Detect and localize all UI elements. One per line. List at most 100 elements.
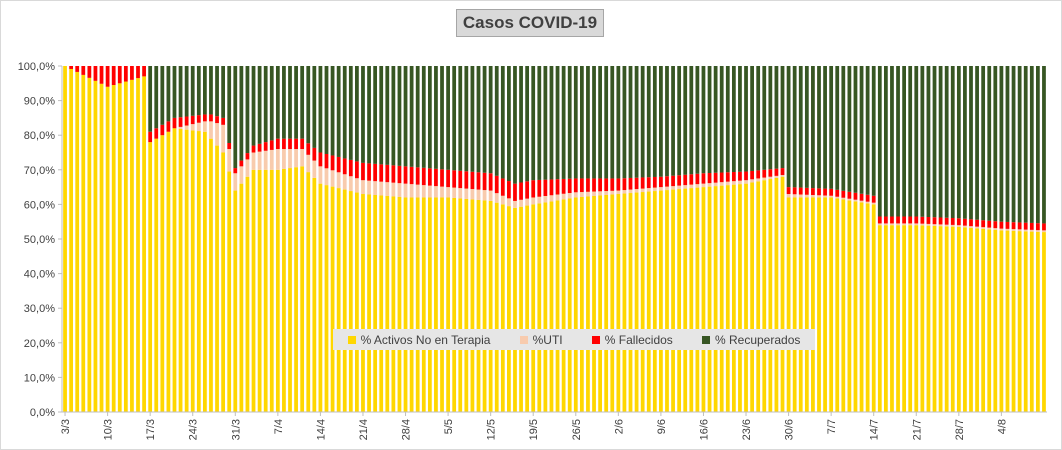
- bar-segment-recuperados: [853, 66, 858, 193]
- bar-segment-uti: [659, 187, 663, 191]
- bar-segment-activos: [792, 197, 797, 412]
- bar-segment-fallecidos: [263, 142, 268, 151]
- bar-segment-activos: [610, 194, 615, 412]
- bar-segment-activos: [178, 128, 183, 412]
- x-tick-label: 4/8: [996, 419, 1008, 434]
- bar-segment-recuperados: [385, 66, 390, 165]
- bar-segment-recuperados: [890, 66, 894, 217]
- bar-segment-fallecidos: [300, 138, 305, 150]
- bar-segment-fallecidos: [896, 216, 900, 224]
- bar-segment-activos: [87, 77, 92, 413]
- bar-segment-recuperados: [1023, 66, 1028, 223]
- bar-segment-activos: [944, 226, 949, 412]
- bar-segment-uti: [780, 174, 785, 177]
- bar-segment-recuperados: [902, 66, 906, 217]
- bar-segment-fallecidos: [513, 183, 517, 201]
- bar-segment-activos: [762, 180, 767, 412]
- bar-segment-activos: [142, 76, 146, 412]
- bar-segment-uti: [817, 195, 821, 198]
- bar-segment-activos: [336, 188, 341, 412]
- bar-segment-uti: [239, 166, 244, 184]
- bar-segment-fallecidos: [117, 66, 122, 84]
- bar-segment-fallecidos: [525, 181, 530, 199]
- bar-segment-fallecidos: [1035, 223, 1040, 231]
- bar-segment-recuperados: [798, 66, 803, 188]
- bar-segment-recuperados: [573, 66, 578, 179]
- bar-segment-activos: [963, 227, 967, 412]
- bar-segment-uti: [507, 198, 511, 207]
- bar-segment-uti: [683, 185, 688, 189]
- bar-segment-fallecidos: [190, 115, 195, 125]
- bar-segment-uti: [640, 188, 645, 193]
- bar-segment-activos: [738, 184, 742, 412]
- bar-segment-recuperados: [792, 66, 797, 188]
- bar-segment-uti: [993, 228, 998, 230]
- bar-segment-activos: [883, 225, 888, 412]
- bar-segment-uti: [361, 180, 365, 195]
- bar-segment-uti: [914, 223, 919, 226]
- bar-segment-uti: [634, 189, 639, 193]
- bar-segment-recuperados: [330, 66, 335, 156]
- bar-segment-activos: [731, 184, 736, 412]
- x-tick-label: 16/6: [699, 419, 711, 440]
- bar-segment-recuperados: [464, 66, 469, 172]
- bar-segment-fallecidos: [379, 164, 384, 182]
- bar-segment-activos: [877, 225, 882, 412]
- bar-segment-uti: [847, 198, 852, 201]
- bar-segment-fallecidos: [1011, 222, 1016, 230]
- bar-segment-activos: [233, 190, 238, 412]
- bar-segment-recuperados: [1029, 66, 1034, 223]
- bar-segment-activos: [294, 167, 298, 412]
- bar-segment-fallecidos: [312, 147, 317, 161]
- bar-segment-uti: [434, 186, 438, 198]
- bar-segment-activos: [209, 138, 213, 412]
- bar-segment-activos: [823, 197, 827, 412]
- bar-segment-recuperados: [579, 66, 584, 179]
- bar-segment-fallecidos: [136, 66, 140, 79]
- bar-segment-recuperados: [586, 66, 590, 179]
- bar-segment-uti: [811, 195, 815, 198]
- bar-segment-recuperados: [561, 66, 566, 179]
- bar-segment-recuperados: [823, 66, 827, 189]
- bar-segment-fallecidos: [987, 220, 992, 228]
- bar-segment-fallecidos: [69, 66, 74, 69]
- bar-segment-fallecidos: [579, 178, 584, 193]
- bar-segment-recuperados: [981, 66, 986, 221]
- bar-segment-recuperados: [969, 66, 973, 220]
- bar-segment-activos: [622, 193, 627, 412]
- chart-legend: % Activos No en Terapia %UTI % Fallecido…: [333, 329, 815, 350]
- bar-segment-recuperados: [768, 66, 773, 170]
- bar-segment-recuperados: [750, 66, 754, 171]
- bar-segment-recuperados: [367, 66, 371, 164]
- bar-segment-fallecidos: [549, 179, 554, 196]
- bar-segment-uti: [756, 178, 761, 182]
- bar-segment-fallecidos: [719, 172, 724, 183]
- bar-segment-uti: [476, 189, 481, 200]
- bar-segment-uti: [877, 223, 882, 226]
- bar-segment-fallecidos: [519, 182, 523, 200]
- bar-segment-uti: [579, 192, 584, 197]
- legend-label-uti: %UTI: [532, 332, 563, 347]
- bar-segment-fallecidos: [166, 121, 171, 132]
- bar-segment-activos: [391, 196, 396, 412]
- bar-segment-recuperados: [671, 66, 675, 176]
- bar-segment-recuperados: [762, 66, 767, 170]
- bar-segment-recuperados: [543, 66, 548, 180]
- bar-segment-fallecidos: [531, 180, 536, 198]
- bar-segment-uti: [209, 121, 213, 139]
- bar-segment-activos: [561, 199, 566, 412]
- bar-segment-recuperados: [835, 66, 840, 190]
- bar-segment-activos: [500, 204, 505, 412]
- bar-segment-uti: [798, 194, 803, 198]
- bar-segment-uti: [403, 183, 408, 198]
- bar-segment-recuperados: [415, 66, 420, 168]
- bar-segment-uti: [269, 149, 274, 170]
- bar-segment-fallecidos: [835, 189, 840, 197]
- bar-segment-uti: [373, 181, 378, 196]
- bar-segment-activos: [829, 197, 834, 412]
- bar-segment-recuperados: [282, 66, 286, 139]
- bar-segment-uti: [537, 196, 542, 204]
- bar-segment-recuperados: [166, 66, 171, 122]
- bar-segment-fallecidos: [975, 219, 979, 227]
- bar-segment-fallecidos: [130, 66, 134, 80]
